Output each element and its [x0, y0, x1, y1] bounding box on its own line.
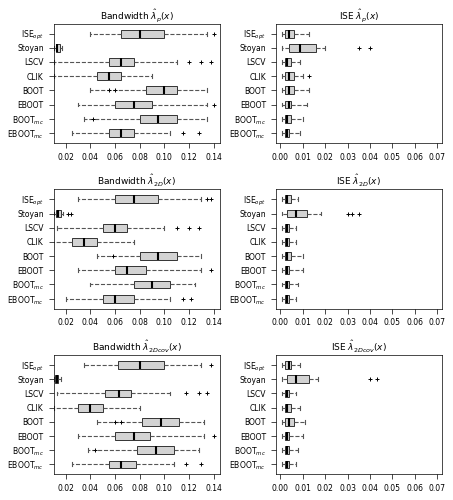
PathPatch shape	[285, 86, 294, 94]
PathPatch shape	[285, 115, 291, 122]
PathPatch shape	[96, 72, 121, 80]
PathPatch shape	[285, 100, 291, 108]
PathPatch shape	[55, 376, 58, 383]
PathPatch shape	[289, 44, 316, 52]
PathPatch shape	[285, 404, 291, 411]
PathPatch shape	[285, 238, 289, 246]
PathPatch shape	[146, 86, 177, 94]
PathPatch shape	[285, 252, 291, 260]
PathPatch shape	[140, 252, 177, 260]
PathPatch shape	[105, 390, 131, 398]
PathPatch shape	[285, 432, 289, 440]
PathPatch shape	[285, 280, 289, 288]
PathPatch shape	[115, 196, 158, 203]
Title: Bandwidth $\hat{\lambda}_{2Dcov}(x)$: Bandwidth $\hat{\lambda}_{2Dcov}(x)$	[92, 338, 182, 354]
PathPatch shape	[109, 58, 134, 66]
Title: Bandwidth $\hat{\lambda}_{p}(x)$: Bandwidth $\hat{\lambda}_{p}(x)$	[100, 7, 173, 24]
PathPatch shape	[140, 115, 177, 122]
PathPatch shape	[109, 460, 136, 468]
PathPatch shape	[103, 224, 127, 232]
Title: ISE $\hat{\lambda}_{2Dcov}(x)$: ISE $\hat{\lambda}_{2Dcov}(x)$	[331, 338, 387, 354]
PathPatch shape	[287, 376, 309, 383]
PathPatch shape	[142, 418, 179, 426]
PathPatch shape	[134, 280, 170, 288]
PathPatch shape	[285, 129, 289, 137]
PathPatch shape	[78, 404, 103, 411]
PathPatch shape	[285, 361, 291, 369]
PathPatch shape	[285, 446, 289, 454]
PathPatch shape	[117, 361, 164, 369]
PathPatch shape	[285, 266, 289, 274]
PathPatch shape	[285, 390, 289, 398]
PathPatch shape	[121, 30, 164, 38]
PathPatch shape	[285, 72, 294, 80]
PathPatch shape	[103, 294, 134, 302]
PathPatch shape	[115, 432, 149, 440]
PathPatch shape	[137, 446, 174, 454]
PathPatch shape	[115, 266, 146, 274]
PathPatch shape	[109, 129, 134, 137]
PathPatch shape	[285, 58, 291, 66]
PathPatch shape	[287, 210, 307, 218]
PathPatch shape	[72, 238, 96, 246]
PathPatch shape	[285, 418, 294, 426]
PathPatch shape	[285, 196, 291, 203]
PathPatch shape	[56, 210, 61, 218]
Title: ISE $\hat{\lambda}_{2D}(x)$: ISE $\hat{\lambda}_{2D}(x)$	[336, 172, 381, 189]
PathPatch shape	[56, 44, 60, 52]
PathPatch shape	[285, 294, 289, 302]
PathPatch shape	[115, 100, 152, 108]
Title: ISE $\hat{\lambda}_{p}(x)$: ISE $\hat{\lambda}_{p}(x)$	[339, 7, 379, 24]
PathPatch shape	[285, 224, 289, 232]
Title: Bandwidth $\hat{\lambda}_{2D}(x)$: Bandwidth $\hat{\lambda}_{2D}(x)$	[97, 172, 176, 189]
PathPatch shape	[285, 30, 294, 38]
PathPatch shape	[285, 460, 289, 468]
